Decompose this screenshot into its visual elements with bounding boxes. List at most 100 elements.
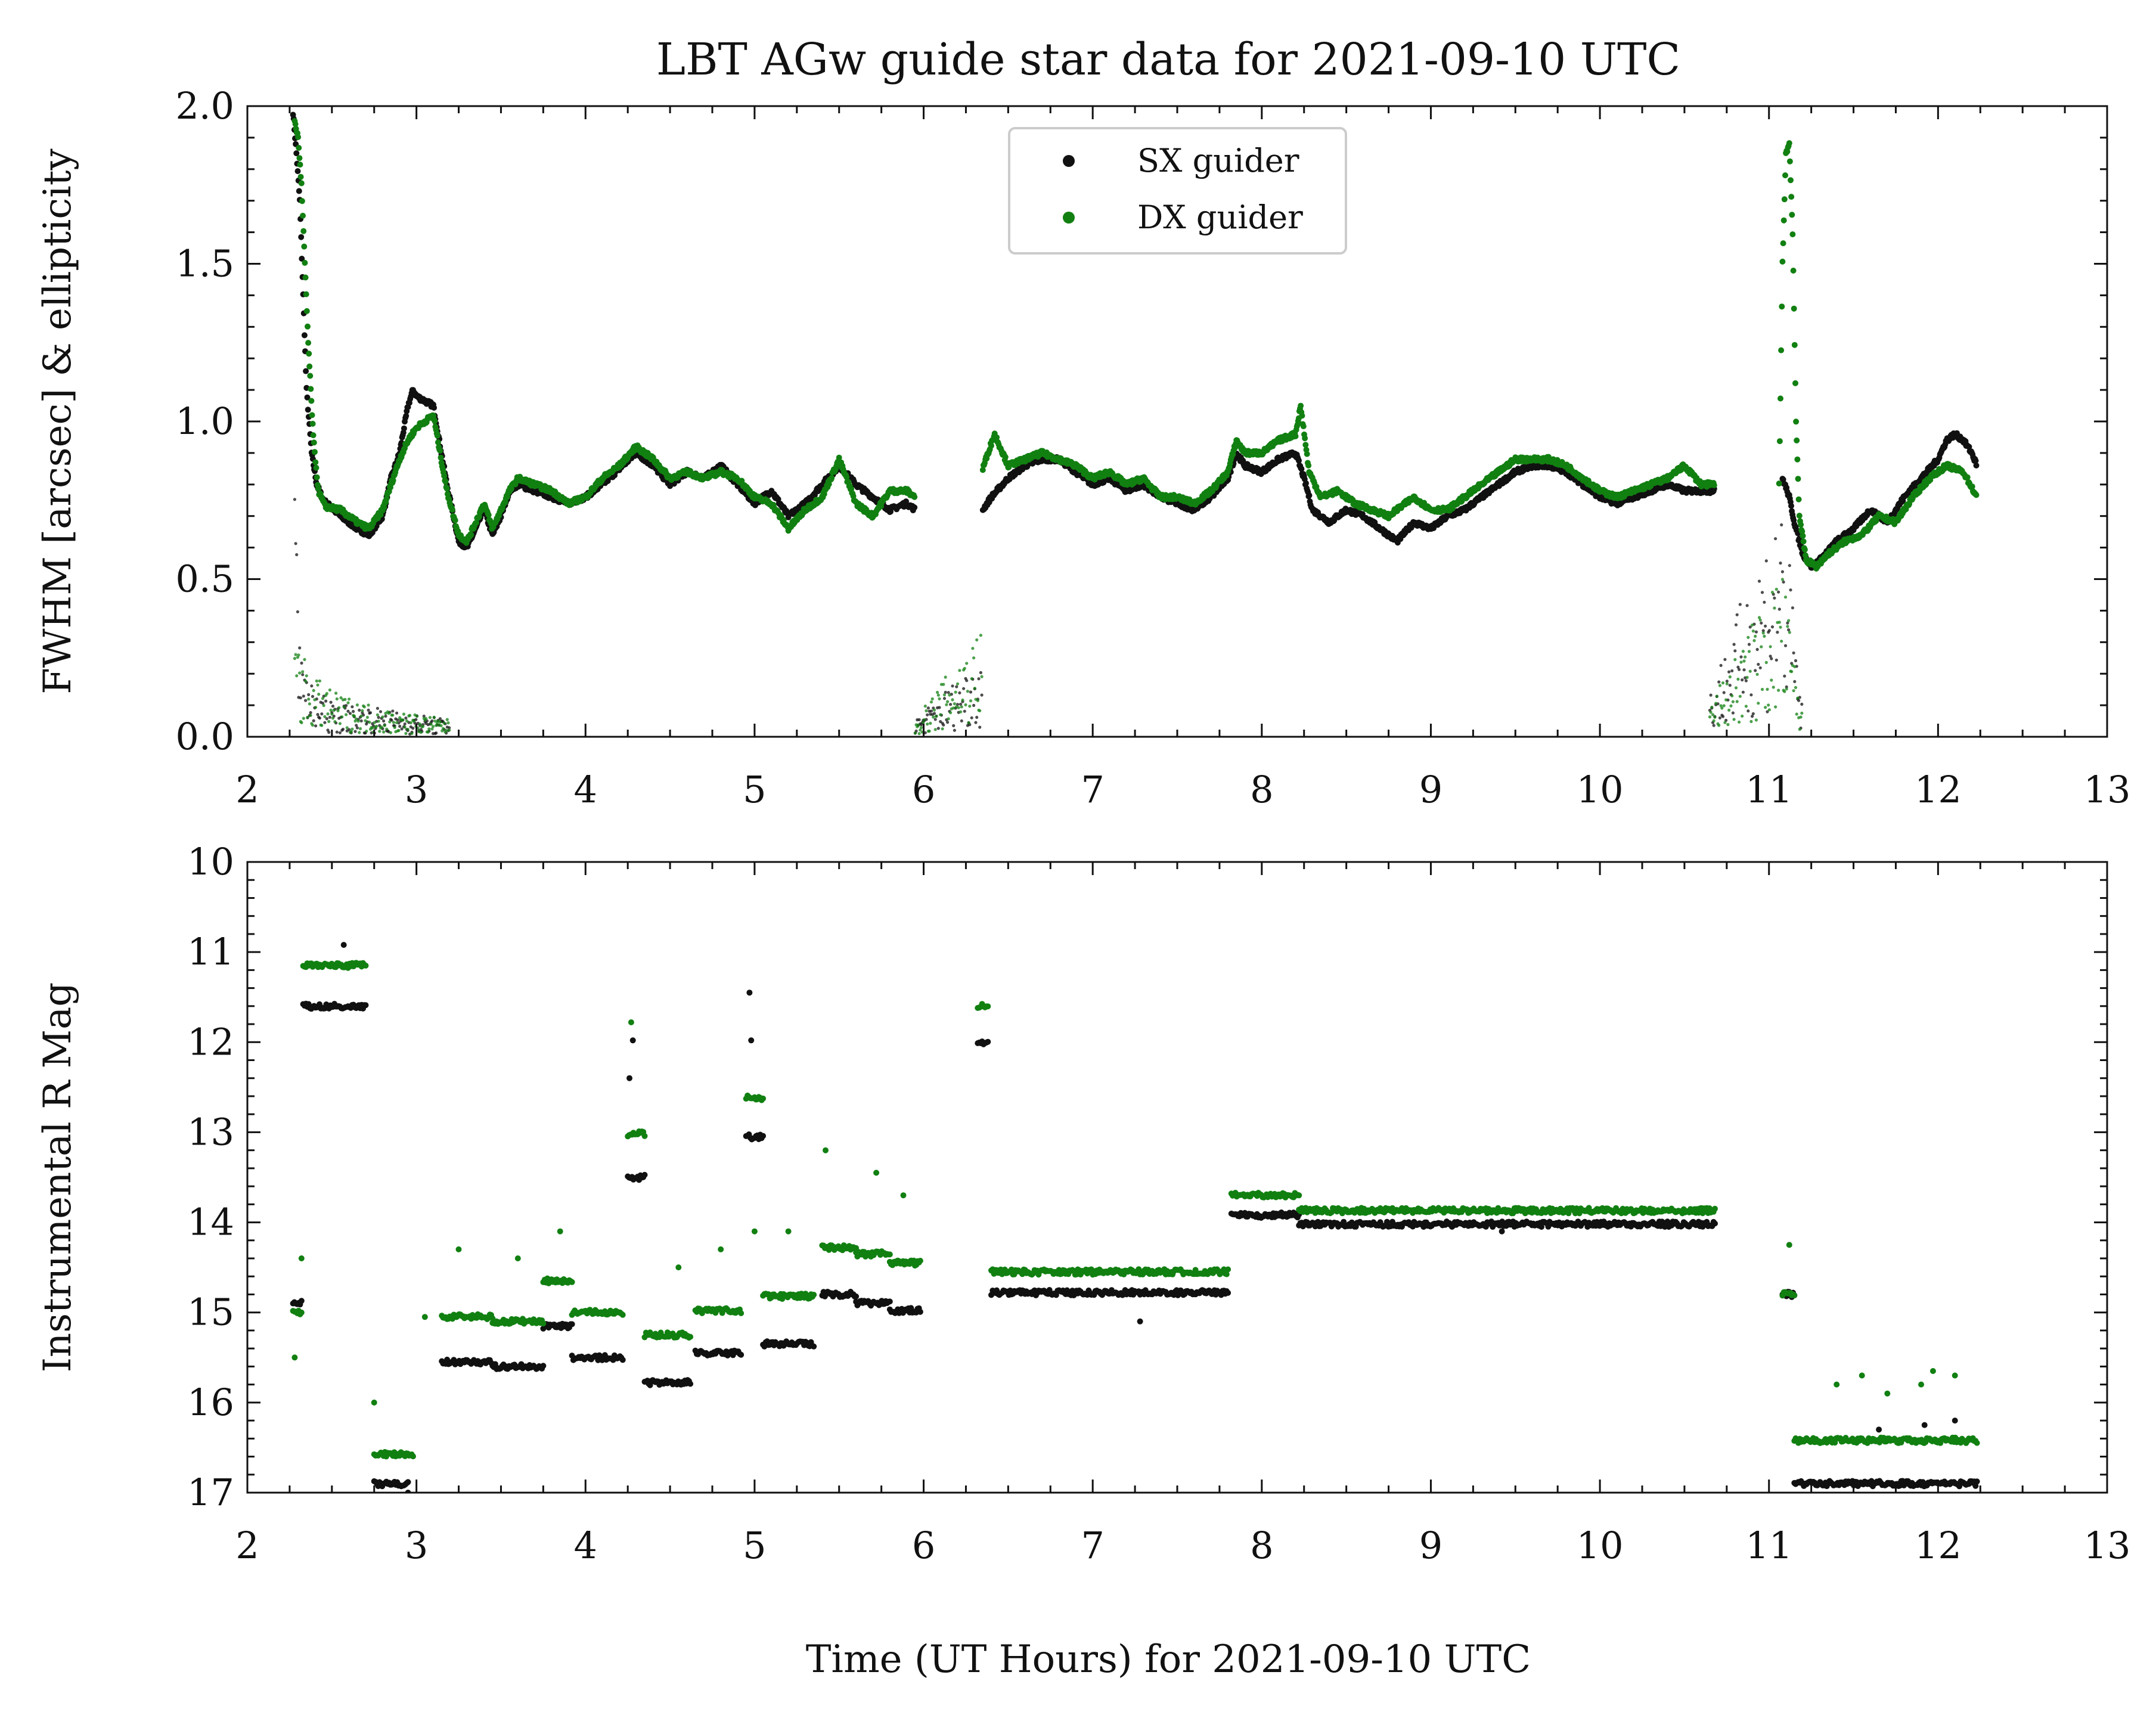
ellipticity-point-dx xyxy=(346,701,350,705)
ellipticity-point-dx xyxy=(1741,678,1744,682)
fwhm-point-sx xyxy=(1973,462,1980,469)
ellipticity-point-dx xyxy=(1777,590,1780,594)
ellipticity-point-dx xyxy=(1744,679,1748,683)
ellipticity-point-dx xyxy=(1719,663,1723,667)
ellipticity-point-dx xyxy=(330,712,334,716)
fwhm-point-dx xyxy=(1792,380,1798,386)
ellipticity-point-dx xyxy=(1709,693,1713,697)
ellipticity-point-dx xyxy=(355,703,359,707)
ellipticity-point-dx xyxy=(356,719,360,723)
ellipticity-point-dx xyxy=(352,709,355,714)
ellipticity-point-dx xyxy=(298,646,302,650)
fwhm-point-sx xyxy=(1303,480,1309,486)
fwhm-point-sx xyxy=(305,407,311,413)
ellipticity-point-dx xyxy=(1718,716,1721,719)
ellipticity-point-dx xyxy=(958,691,961,694)
ellipticity-point-dx xyxy=(1793,680,1797,683)
ellipticity-point-dx xyxy=(1780,523,1783,527)
ellipticity-point-dx xyxy=(1770,625,1775,629)
ellipticity-point-dx xyxy=(1728,684,1732,687)
fwhm-point-sx xyxy=(296,188,302,194)
ellipticity-point-dx xyxy=(295,674,299,678)
ellipticity-point-dx xyxy=(980,693,984,697)
ellipticity-point-dx xyxy=(298,671,302,675)
ellipticity-point-dx xyxy=(384,714,387,718)
fwhm-point-dx xyxy=(1305,462,1312,469)
ellipticity-point-dx xyxy=(438,717,442,721)
ellipticity-point-dx xyxy=(435,731,438,735)
fwhm-point-sx xyxy=(294,168,301,175)
ellipticity-point-dx xyxy=(1749,693,1753,697)
fwhm-point-dx xyxy=(911,494,918,500)
ellipticity-point-dx xyxy=(320,724,324,727)
ellipticity-point-dx xyxy=(395,711,399,715)
fwhm-point-dx xyxy=(1776,480,1782,487)
ellipticity-point-dx xyxy=(1764,559,1768,563)
ellipticity-point-dx xyxy=(301,673,305,677)
fwhm-point-dx xyxy=(306,363,313,370)
ellipticity-point-dx xyxy=(365,730,368,733)
fwhm-point-dx xyxy=(310,432,317,439)
ellipticity-point-dx xyxy=(307,693,311,696)
ellipticity-point-dx xyxy=(307,697,311,701)
fwhm-point-dx xyxy=(1800,538,1807,545)
ellipticity-point-dx xyxy=(1739,655,1743,659)
ellipticity-point-dx xyxy=(1794,659,1798,662)
ellipticity-point-dx xyxy=(295,553,299,557)
ellipticity-point-dx xyxy=(323,715,327,718)
ellipticity-point-dx xyxy=(305,674,308,678)
ellipticity-point-dx xyxy=(316,713,319,717)
fwhm-point-sx xyxy=(1306,492,1313,498)
ellipticity-point-dx xyxy=(378,730,381,733)
ellipticity-point-dx xyxy=(314,706,318,709)
ellipticity-point-dx xyxy=(1747,643,1751,646)
ellipticity-point-dx xyxy=(388,720,392,724)
fwhm-point-sx xyxy=(303,368,309,374)
ellipticity-point-dx xyxy=(929,709,933,713)
ellipticity-point-dx xyxy=(1738,668,1741,671)
ellipticity-point-dx xyxy=(294,653,297,656)
ellipticity-point-dx xyxy=(362,705,366,709)
ellipticity-point-dx xyxy=(1780,570,1784,573)
ellipticity-point-dx xyxy=(371,726,374,730)
ellipticity-point-dx xyxy=(1717,680,1721,684)
ellipticity-point-dx xyxy=(387,711,390,715)
fwhm-point-dx xyxy=(437,448,443,454)
ellipticity-point-dx xyxy=(382,730,386,734)
fwhm-point-dx xyxy=(1973,492,1980,498)
fwhm-point-dx xyxy=(296,145,302,151)
ellipticity-point-dx xyxy=(322,703,325,708)
ellipticity-point-dx xyxy=(376,706,380,710)
ellipticity-point-dx xyxy=(323,721,327,724)
ellipticity-point-dx xyxy=(1788,564,1791,567)
fwhm-point-dx xyxy=(297,162,303,168)
fwhm-point-dx xyxy=(1788,177,1794,184)
ellipticity-point-dx xyxy=(309,711,312,715)
ellipticity-point-dx xyxy=(926,706,930,710)
fwhm-point-sx xyxy=(304,394,311,401)
ellipticity-point-dx xyxy=(1754,630,1758,634)
ellipticity-point-dx xyxy=(942,723,945,727)
fwhm-point-dx xyxy=(1801,547,1808,553)
fwhm-point-sx xyxy=(1788,503,1794,509)
ellipticity-point-dx xyxy=(329,700,333,704)
fwhm-point-dx xyxy=(442,479,449,485)
plot-area-0 xyxy=(290,111,1980,736)
ellipticity-point-dx xyxy=(337,706,341,709)
ellipticity-point-dx xyxy=(1774,537,1777,541)
fwhm-point-dx xyxy=(1002,454,1009,460)
fwhm-point-dx xyxy=(308,398,315,404)
ellipticity-point-dx xyxy=(977,677,981,681)
ellipticity-point-dx xyxy=(376,713,380,717)
ellipticity-point-dx xyxy=(328,715,332,719)
ellipticity-point-dx xyxy=(1742,668,1746,672)
fwhm-point-sx xyxy=(1296,457,1302,464)
ellipticity-point-dx xyxy=(317,693,321,696)
ellipticity-point-dx xyxy=(293,498,296,501)
fwhm-point-dx xyxy=(297,173,304,180)
ellipticity-point-dx xyxy=(1751,712,1755,715)
ellipticity-point-dx xyxy=(978,725,982,729)
fwhm-point-dx xyxy=(303,291,309,297)
ellipticity-point-dx xyxy=(1764,624,1767,628)
ellipticity-point-dx xyxy=(302,717,305,720)
